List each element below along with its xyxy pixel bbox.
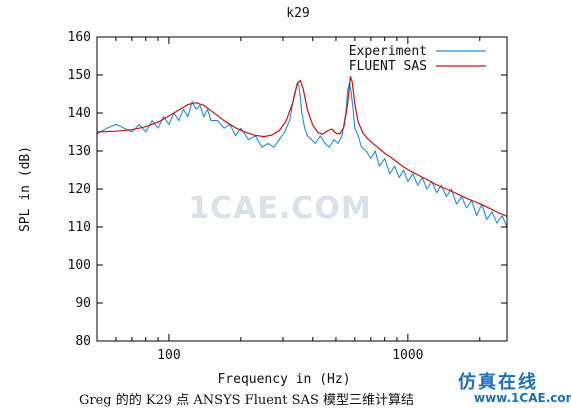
spl-frequency-chart: 1CAE.COM 80 90 100 110 120 130 140 150 160 100 100… bbox=[18, 6, 508, 387]
y-tick-label: 150 bbox=[68, 68, 91, 83]
y-axis-title: SPL in (dB) bbox=[18, 146, 33, 232]
x-tick-label: 1000 bbox=[392, 348, 423, 363]
x-axis-title: Frequency in (Hz) bbox=[217, 372, 350, 387]
series-line-experiment bbox=[97, 82, 507, 228]
legend-label: Experiment bbox=[349, 44, 427, 59]
y-tick-label: 100 bbox=[68, 258, 91, 273]
chart-title: k29 bbox=[286, 6, 309, 21]
y-tick-label: 80 bbox=[75, 334, 91, 349]
logo-url: www.1CAE.com bbox=[474, 391, 571, 405]
series-line-fluent-sas bbox=[97, 75, 507, 217]
y-tick-label: 110 bbox=[68, 220, 91, 235]
watermark-text: 1CAE.COM bbox=[188, 191, 371, 226]
y-tick-label: 90 bbox=[75, 296, 91, 311]
site-logo: 仿真在线 www.1CAE.com bbox=[452, 366, 571, 408]
y-tick-label: 140 bbox=[68, 106, 91, 121]
y-tick-label: 160 bbox=[68, 30, 91, 45]
y-tick-label: 130 bbox=[68, 144, 91, 159]
y-tick-label: 120 bbox=[68, 182, 91, 197]
x-tick-label: 100 bbox=[157, 348, 180, 363]
logo-name: 仿真在线 bbox=[458, 372, 538, 393]
legend-label: FLUENT SAS bbox=[349, 59, 427, 74]
figure-caption: Greg 的的 K29 点 ANSYS Fluent SAS 模型三维计算结 bbox=[79, 393, 414, 408]
